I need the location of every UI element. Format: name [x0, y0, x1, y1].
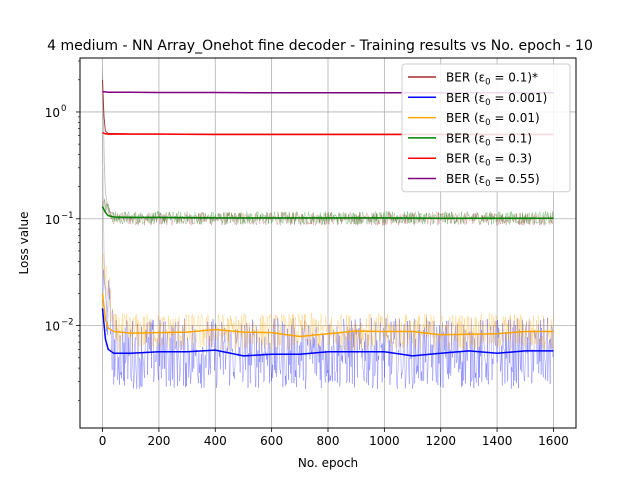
legend-label: BER (ε0 = 0.3): [446, 152, 532, 169]
y-tick-label: 10: [45, 320, 60, 334]
x-tick-label: 1600: [538, 434, 569, 448]
y-tick-exponent: 0: [61, 104, 66, 114]
x-axis-label: No. epoch: [298, 456, 358, 470]
noisy-trace: [102, 199, 554, 225]
x-tick-label: 200: [147, 434, 170, 448]
x-axis: 0 200 400 600 800 1000 1200 1400 1600: [99, 428, 569, 448]
legend-box: [401, 63, 571, 193]
initial-drop-trace: [102, 135, 109, 318]
y-tick-exponent: −2: [61, 318, 74, 328]
legend-label: BER (ε0 = 0.001): [446, 91, 547, 108]
y-tick-label: 10: [45, 106, 60, 120]
x-tick-label: 400: [204, 434, 227, 448]
x-tick-label: 800: [317, 434, 340, 448]
series-line: [101, 293, 554, 338]
legend-label: BER (ε0 = 0.1)*: [446, 71, 538, 88]
y-axis-label: Loss value: [17, 212, 31, 275]
x-tick-label: 1000: [369, 434, 400, 448]
x-tick-label: 1400: [482, 434, 513, 448]
noisy-traces: [102, 71, 554, 390]
noisy-trace: [102, 269, 554, 390]
legend-label: BER (ε0 = 0.1): [446, 131, 532, 148]
chart-title: 4 medium - NN Array_Onehot fine decoder …: [47, 38, 593, 54]
legend-label: BER (ε0 = 0.55): [446, 172, 540, 189]
legend-label: BER (ε0 = 0.01): [446, 111, 540, 128]
noisy-trace: [102, 253, 554, 350]
x-tick-label: 0: [99, 434, 107, 448]
x-tick-label: 600: [260, 434, 283, 448]
x-tick-label: 1200: [425, 434, 456, 448]
y-tick-label: 10: [45, 213, 60, 227]
series-line: [101, 308, 554, 357]
legend: BER (ε0 = 0.1)* BER (ε0 = 0.001) BER (ε0 =…: [401, 63, 571, 193]
y-tick-exponent: −1: [61, 211, 74, 221]
series-line: [101, 206, 554, 220]
